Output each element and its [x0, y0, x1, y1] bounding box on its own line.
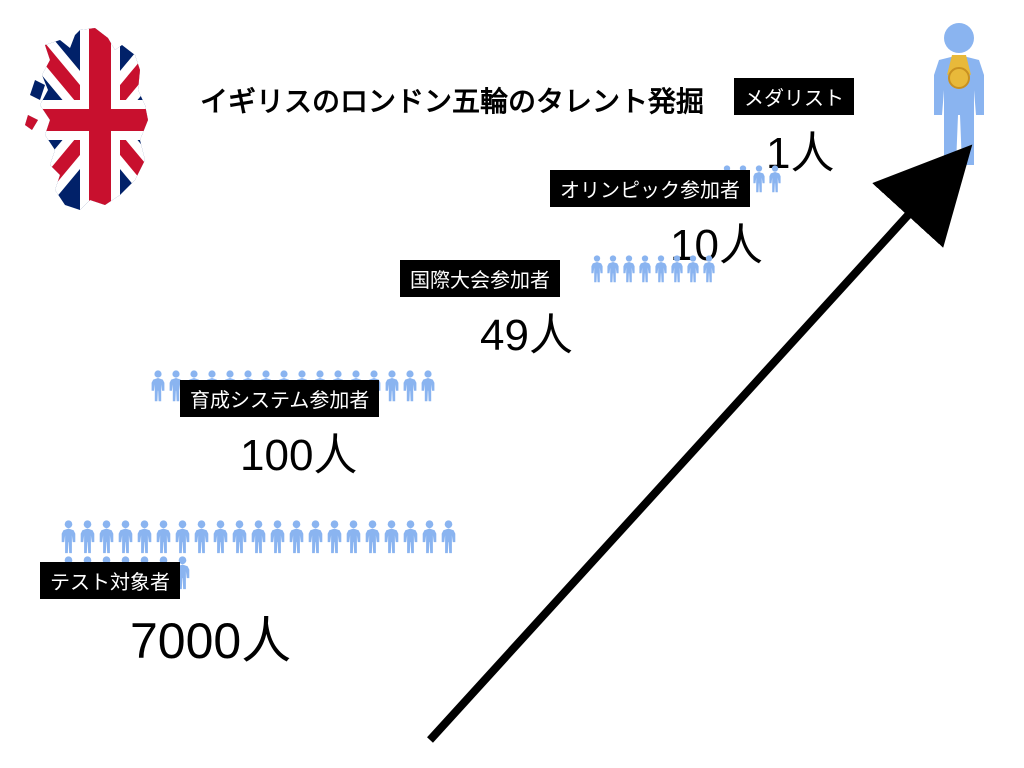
stage-value: 49人 — [400, 299, 573, 363]
stage-value: 7000人 — [40, 601, 291, 673]
stage-international: 国際大会参加者 49人 — [400, 260, 573, 363]
stage-training: 育成システム参加者 100人 — [180, 380, 379, 483]
stage-label: 国際大会参加者 — [400, 260, 560, 297]
stage-label: テスト対象者 — [40, 562, 180, 599]
stage-label: メダリスト — [734, 78, 854, 115]
people-cluster-international — [590, 255, 760, 283]
stage-label: 育成システム参加者 — [180, 380, 379, 417]
stage-label: オリンピック参加者 — [550, 170, 750, 207]
stage-value: 100人 — [180, 419, 379, 483]
uk-map-icon — [20, 20, 180, 220]
page-title: イギリスのロンドン五輪のタレント発掘 — [200, 80, 704, 120]
stage-test: テスト対象者 7000人 — [40, 562, 291, 673]
medalist-icon — [914, 20, 1004, 175]
